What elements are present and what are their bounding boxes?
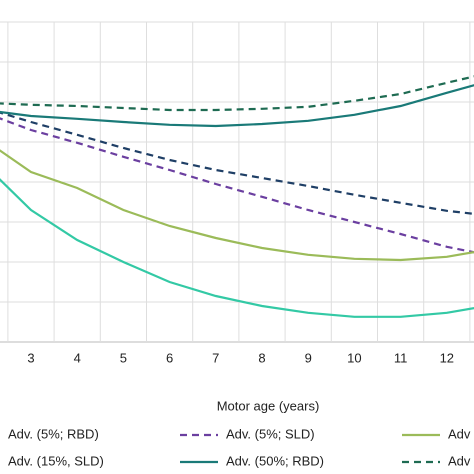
x-tick-label: 11 — [394, 350, 408, 365]
x-tick-label: 9 — [305, 350, 312, 365]
x-axis-label: Motor age (years) — [217, 398, 320, 413]
series-line — [0, 111, 474, 215]
x-tick-label: 6 — [166, 350, 173, 365]
x-tick-label: 3 — [27, 350, 34, 365]
legend-label: Adv. (50%; RBD) — [226, 453, 324, 468]
series-line — [0, 84, 474, 128]
x-tick-label: 4 — [74, 350, 81, 365]
legend-label: Adv — [448, 453, 471, 468]
series-line — [0, 149, 474, 262]
x-tick-label: 12 — [440, 350, 454, 365]
x-tick-label: 10 — [347, 350, 361, 365]
legend-label: Adv. (15%, SLD) — [8, 453, 104, 468]
x-tick-label: 8 — [258, 350, 265, 365]
x-tick-label: 7 — [212, 350, 219, 365]
series-line — [0, 117, 474, 254]
legend-label: Adv. (5%; RBD) — [8, 426, 99, 441]
x-tick-label: 5 — [120, 350, 127, 365]
series-line — [0, 178, 474, 318]
series-line — [0, 75, 474, 112]
legend-label: Adv. (5%; SLD) — [226, 426, 315, 441]
legend-label: Adv — [448, 426, 471, 441]
